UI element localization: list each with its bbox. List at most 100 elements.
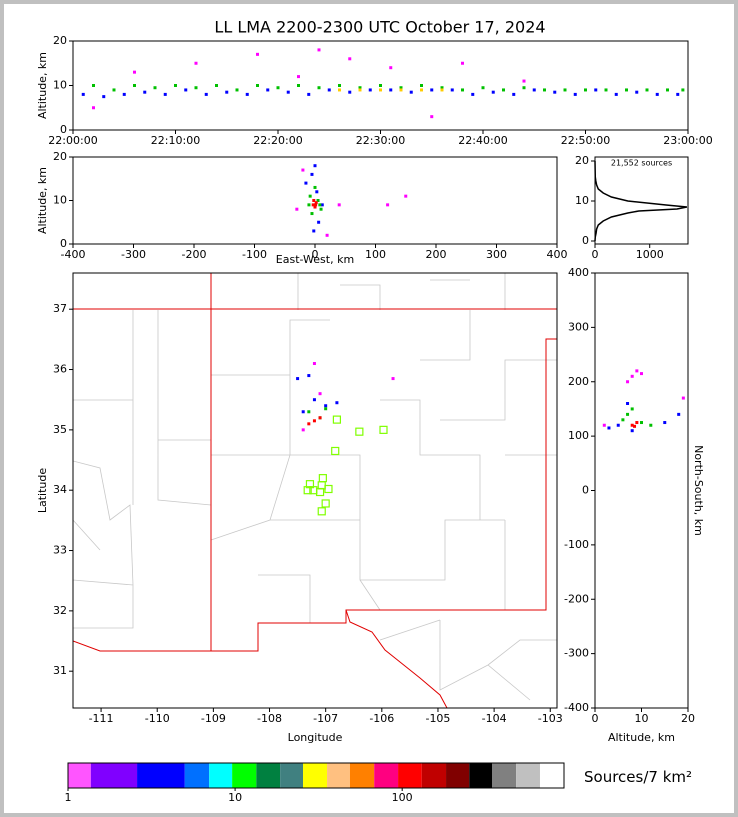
source-point — [313, 185, 317, 189]
source-point — [399, 86, 403, 90]
colorbar-segment — [398, 763, 422, 788]
source-point — [112, 88, 116, 92]
colorbar-segment — [209, 763, 233, 788]
x-tick-label: -107 — [313, 712, 338, 725]
source-point — [358, 88, 362, 92]
source-point — [389, 66, 393, 70]
source-point — [635, 90, 639, 94]
source-point — [81, 92, 85, 96]
source-point — [174, 84, 177, 87]
source-point — [640, 421, 643, 425]
y-tick-label: -400 — [564, 701, 589, 714]
source-point — [245, 92, 249, 96]
x-tick-label: -100 — [242, 248, 267, 261]
source-point — [337, 203, 341, 207]
x-tick-label: -200 — [182, 248, 207, 261]
y-axis-label: Latitude — [36, 468, 49, 514]
source-point — [307, 422, 311, 426]
source-point — [633, 424, 637, 428]
source-point — [681, 88, 685, 92]
source-point — [625, 88, 628, 92]
source-point — [553, 90, 557, 94]
source-point — [335, 401, 339, 405]
station — [321, 499, 330, 508]
source-point — [312, 398, 316, 402]
source-point — [391, 377, 395, 381]
source-point — [543, 88, 546, 92]
source-point — [324, 407, 328, 411]
source-point — [348, 57, 352, 61]
station — [317, 507, 326, 516]
x-tick-label: -106 — [369, 712, 394, 725]
source-point — [626, 380, 630, 384]
source-point — [320, 203, 324, 207]
source-point — [532, 88, 536, 92]
y-tick-label: 20 — [575, 154, 589, 167]
canvas — [4, 4, 734, 813]
x-tick-label: 200 — [426, 248, 447, 261]
source-point — [92, 106, 95, 110]
y-tick-label: 10 — [575, 194, 589, 207]
colorbar-segment — [446, 763, 470, 788]
source-point — [313, 205, 317, 209]
source-point — [440, 88, 444, 92]
x-tick-label: 100 — [365, 248, 386, 261]
source-point — [594, 88, 598, 92]
y-tick-label: 33 — [53, 544, 67, 557]
colorbar-segment — [256, 763, 281, 788]
source-point — [607, 426, 611, 430]
source-point — [122, 92, 126, 96]
plot-frame — [594, 272, 689, 709]
x-axis-label: Altitude, km — [608, 731, 675, 744]
source-point — [626, 412, 630, 416]
source-point — [630, 423, 634, 427]
source-point — [471, 92, 475, 96]
colorbar-segment — [68, 763, 91, 788]
x-tick-label: 300 — [486, 248, 507, 261]
altitude-histogram — [594, 160, 688, 242]
map-borders — [73, 273, 557, 708]
source-point — [317, 220, 321, 224]
colorbar-segment — [90, 763, 138, 788]
source-point — [635, 369, 639, 373]
source-point — [317, 48, 321, 52]
x-tick-label: -109 — [201, 712, 226, 725]
y-tick-label: 10 — [53, 194, 67, 207]
source-point — [430, 115, 434, 119]
source-point — [297, 75, 300, 79]
source-point — [317, 86, 321, 90]
source-point — [348, 90, 352, 94]
source-point — [153, 86, 157, 90]
source-point — [301, 168, 305, 172]
y-tick-label: 37 — [53, 302, 67, 315]
source-point — [225, 90, 229, 94]
source-point — [312, 419, 316, 423]
colorbar-segment — [374, 763, 399, 788]
source-point — [663, 421, 667, 425]
source-point — [630, 407, 634, 411]
x-tick-label: 10 — [635, 712, 649, 725]
station — [379, 425, 388, 434]
source-point — [440, 86, 444, 90]
y-tick-label: 10 — [53, 79, 67, 92]
source-point — [312, 229, 316, 233]
x-tick-label: -111 — [89, 712, 114, 725]
x-tick-label: 400 — [547, 248, 568, 261]
y-tick-label: 0 — [582, 234, 589, 247]
plot-frame — [594, 156, 689, 245]
source-point — [649, 423, 653, 427]
y-tick-label: 32 — [53, 604, 67, 617]
source-point — [338, 88, 341, 92]
y-tick-label: 100 — [568, 429, 589, 442]
state-lines — [73, 273, 557, 708]
source-point — [430, 88, 434, 92]
source-point — [379, 88, 382, 92]
x-tick-label: 1 — [65, 791, 72, 804]
y-tick-label: 36 — [53, 363, 67, 376]
source-point — [314, 201, 318, 205]
colorbar-segment — [421, 763, 447, 788]
x-tick-label: -110 — [145, 712, 170, 725]
source-point — [358, 86, 362, 90]
source-point — [420, 84, 423, 87]
